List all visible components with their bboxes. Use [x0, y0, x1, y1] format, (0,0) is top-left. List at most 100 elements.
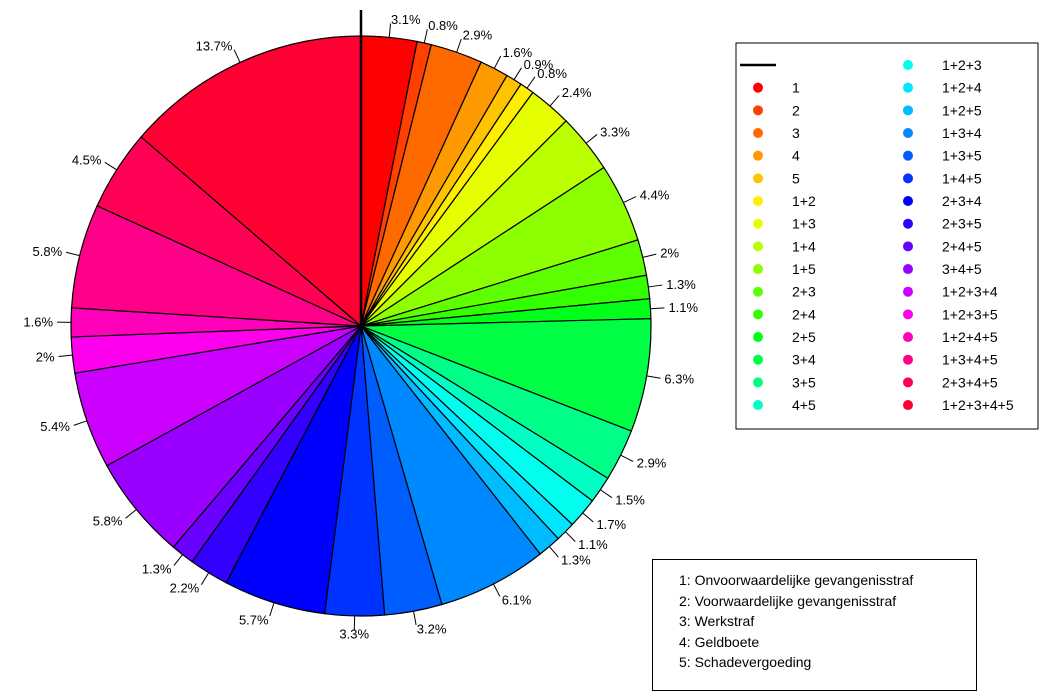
legend-label-2+3+4+5: 2+3+4+5 [942, 374, 998, 390]
legend-swatch-2+5 [753, 332, 763, 343]
code-key-item-1: 1: Onvoorwaardelijke gevangenisstraf [679, 572, 914, 588]
slice-value-label-3+5: 2.9% [637, 456, 667, 471]
label-tick-1+2+3 [582, 512, 594, 523]
label-tick-1+3+5 [413, 611, 417, 626]
pie-slices [70, 35, 652, 617]
label-tick-2+5 [650, 307, 665, 310]
code-key-item-5: 5: Schadevergoeding [679, 654, 812, 671]
legend-swatch-1+2+3+4+5 [903, 400, 913, 411]
legend-swatch-3 [753, 128, 763, 139]
legend-label-1+2+4+5: 1+2+4+5 [942, 329, 998, 345]
legend-swatch-3+4+5 [903, 264, 913, 275]
slice-value-label-1+3+5: 3.2% [417, 621, 447, 636]
legend-items: 1 2 3 4 5 1+2 1+3 1+4 1+5 2+3 2+4 2+5 3+4 3+5 4+5 1+2+3… [753, 57, 1014, 413]
legend-label-3+4: 3+4 [792, 352, 816, 368]
slice-value-label-3: 2.9% [463, 28, 493, 43]
legend-swatch-1+2+4+5 [903, 332, 913, 343]
label-tick-1+2+4 [565, 531, 576, 542]
legend-label-1+2+4: 1+2+4 [942, 80, 982, 96]
slice-value-label-2+5: 1.1% [668, 300, 698, 315]
label-tick-2+4 [648, 284, 663, 288]
legend-swatch-1+4 [753, 241, 763, 252]
legend-swatch-1+2+3+4 [903, 286, 913, 297]
label-tick-5 [513, 67, 522, 80]
label-tick-1+2+5 [548, 546, 559, 558]
slice-value-label-2+3+4: 5.7% [239, 612, 269, 627]
legend-swatch-1 [753, 82, 763, 93]
label-tick-1+3+4 [493, 583, 501, 597]
legend-swatch-1+2+3 [903, 60, 913, 70]
slice-value-label-1+3: 2.4% [562, 85, 592, 100]
label-tick-2+3+4 [269, 602, 275, 617]
legend-label-3: 3 [792, 125, 800, 141]
label-tick-1+5 [623, 196, 637, 203]
legend: 1 2 3 4 5 1+2 1+3 1+4 1+5 2+3 2+4 2+5 3+4 3+5 4+5 1+2+3… [735, 42, 1039, 430]
legend-swatch-1+3+4+5 [903, 354, 913, 365]
legend-swatch-4 [753, 150, 763, 161]
legend-label-1+2+3: 1+2+3 [942, 57, 982, 73]
legend-swatch-1+2+5 [903, 105, 913, 116]
legend-swatch-5 [753, 173, 763, 184]
legend-label-3+5: 3+5 [792, 374, 816, 390]
legend-swatch-1+3 [753, 218, 763, 229]
legend-swatch-1+3+5 [903, 150, 913, 161]
slice-value-label-1+5: 4.4% [640, 187, 670, 202]
legend-label-1: 1 [792, 80, 800, 96]
slice-value-label-2+4: 1.3% [666, 277, 696, 292]
legend-label-2+3+4: 2+3+4 [942, 193, 982, 209]
label-tick-3+5 [620, 454, 634, 462]
slice-value-label-1+2: 0.8% [537, 66, 567, 81]
label-tick-1+2+3+4+5 [233, 49, 241, 63]
label-tick-3+4 [646, 375, 661, 379]
code-key-item-2: 2: Voorwaardelijke gevangenisstraf [679, 592, 897, 609]
legend-swatch-2+3+4+5 [903, 377, 913, 388]
legend-label-1+3+5: 1+3+5 [942, 148, 982, 164]
legend-label-4+5: 4+5 [792, 397, 816, 413]
legend-label-2+5: 2+5 [792, 329, 816, 345]
legend-swatch-2+3 [753, 286, 763, 297]
slice-value-label-1+3+4: 6.1% [502, 592, 532, 607]
legend-label-1+3: 1+3 [792, 216, 816, 232]
label-tick-1+3 [549, 95, 560, 107]
slice-value-labels: 3.1% 0.8%2.9%1.6%0.9%0.8%2.4%3.3%4.4%2%1.… [23, 12, 698, 641]
slice-value-label-1+4: 3.3% [600, 124, 630, 139]
slice-value-label-2: 0.8% [428, 18, 458, 33]
label-tick-2+3+4+5 [104, 161, 117, 171]
slice-value-label-4: 1.6% [503, 45, 533, 60]
pie-slice-3+4 [360, 318, 652, 432]
legend-label-1+2+3+5: 1+2+3+5 [942, 306, 998, 322]
legend-swatch-3+5 [753, 377, 763, 388]
label-tick-4+5 [600, 489, 613, 499]
legend-swatch-1+2+4 [903, 82, 913, 93]
label-tick-1+3+4+5 [65, 251, 80, 257]
slice-value-label-1+2+3: 1.7% [596, 517, 626, 532]
legend-swatch-3+4 [753, 354, 763, 365]
label-tick-2+4+5 [173, 554, 183, 566]
legend-label-1+3+4: 1+3+4 [942, 125, 982, 141]
legend-swatch-2+4+5 [903, 241, 913, 252]
slice-value-label-1+2+3+5: 2% [36, 349, 55, 364]
legend-swatch-2+3+5 [903, 218, 913, 229]
slice-value-label-1+3+4+5: 5.8% [33, 244, 63, 259]
label-tick-1+2+3+5 [58, 354, 73, 358]
legend-swatch-4+5 [753, 400, 763, 411]
legend-label-1+4: 1+4 [792, 238, 816, 254]
slice-value-label-3+4+5: 5.8% [93, 513, 123, 528]
slice-label-ticks [57, 23, 665, 630]
legend-label-5: 5 [792, 170, 800, 186]
slice-value-label-2+3+5: 2.2% [170, 581, 200, 596]
legend-swatch-1+3+4 [903, 128, 913, 139]
legend-label-2+4: 2+4 [792, 306, 816, 322]
legend-label-2+4+5: 2+4+5 [942, 238, 982, 254]
label-tick-1+4 [585, 134, 598, 144]
legend-swatch-1+5 [753, 264, 763, 275]
slice-value-label-1+2+3+4+5: 13.7% [196, 39, 233, 54]
legend-label-3+4+5: 3+4+5 [942, 261, 982, 277]
code-key-item-4: 4: Geldboete [679, 633, 760, 650]
slice-value-label-1: 3.1% [391, 12, 421, 27]
legend-swatch-1+2+3+5 [903, 309, 913, 320]
label-tick-1+2+3+4 [73, 420, 88, 426]
slice-value-label-2+4+5: 1.3% [142, 561, 172, 576]
slice-value-label-1+2+4+5: 1.6% [23, 315, 53, 330]
